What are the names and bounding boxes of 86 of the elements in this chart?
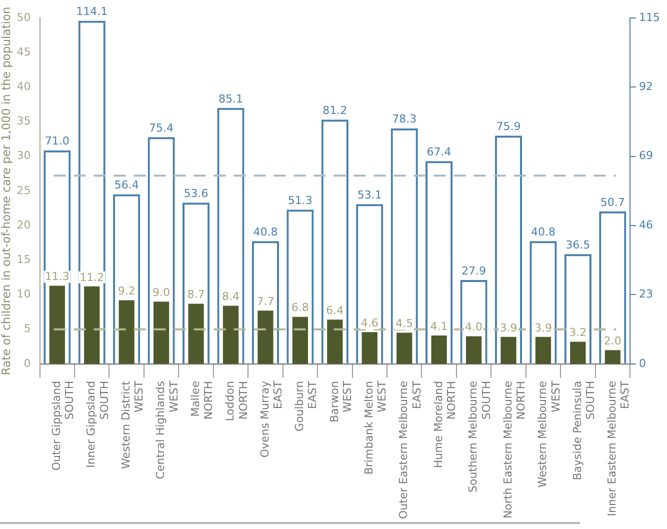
data-label: 4.6 — [360, 316, 378, 330]
data-label: 7.7 — [256, 294, 274, 308]
data-label: 4.0 — [465, 320, 483, 334]
y-tick-label: 10 — [16, 288, 31, 301]
bar — [431, 336, 447, 364]
data-label: 36.5 — [566, 238, 590, 252]
y2-tick-label: 0 — [639, 356, 646, 370]
y2-tick-label: 23 — [639, 288, 654, 301]
x-tick-label: Western Melbourne WEST — [536, 380, 562, 488]
x-tick-label: Inner Eastern Melbourne EAST — [606, 380, 632, 516]
y2-tick-label: 115 — [639, 10, 660, 24]
y-tick-label: 50 — [16, 10, 31, 24]
data-label: 11.2 — [80, 270, 104, 284]
x-tick-label: Bayside Peninsula SOUTH — [570, 380, 597, 480]
y2-tick-label: 46 — [639, 218, 654, 232]
bar — [258, 310, 274, 364]
y-tick-label: 15 — [16, 252, 31, 266]
x-tick-label: Mallee NORTH — [188, 380, 216, 420]
data-label: 2.0 — [604, 334, 622, 348]
data-label: 50.7 — [600, 196, 625, 209]
data-label: 6.8 — [291, 301, 309, 314]
bar — [188, 304, 204, 364]
data-label: 53.6 — [184, 187, 208, 200]
bar — [84, 286, 100, 364]
y2-tick-label: 69 — [639, 149, 654, 162]
x-tick-label: Barwon WEST — [328, 380, 354, 422]
bar — [292, 316, 308, 364]
data-label: 75.4 — [149, 121, 174, 134]
y-tick-label: 20 — [16, 218, 31, 232]
data-label: 9.2 — [118, 284, 136, 298]
x-tick-label: Hume Moreland NORTH — [432, 380, 458, 468]
data-label: 81.2 — [322, 104, 348, 118]
bar — [362, 332, 378, 364]
data-label: 67.4 — [426, 146, 452, 159]
bar — [396, 332, 412, 364]
y-axis-title: Rate of children in out-of-home care per 1,000 in the population — [0, 6, 13, 376]
data-label: 4.1 — [430, 320, 448, 333]
bar — [604, 350, 620, 364]
x-tick-label: Loddon NORTH — [224, 380, 250, 422]
data-label: 75.9 — [496, 120, 521, 133]
bar — [222, 306, 239, 364]
y-tick-label: 25 — [16, 184, 31, 197]
data-label: 114.1 — [76, 5, 108, 18]
bar — [118, 300, 134, 364]
data-label: 3.2 — [569, 326, 587, 340]
data-label: 53.1 — [357, 188, 382, 202]
bar — [49, 286, 65, 364]
x-tick-label: Central Highlands WEST — [154, 380, 180, 480]
x-tick-label: North Eastern Melbourne NORTH — [501, 380, 528, 519]
data-label: 8.7 — [187, 288, 205, 302]
data-label: 40.8 — [530, 226, 556, 239]
x-tick-label: Goulburn EAST — [293, 380, 320, 432]
bar — [327, 320, 343, 364]
x-tick-label: Inner Gippsland SOUTH — [84, 380, 111, 468]
y-tick-label: 0 — [24, 356, 31, 370]
data-label: 56.4 — [114, 178, 139, 192]
y-tick-label: 40 — [16, 80, 31, 94]
bar — [500, 336, 516, 364]
bar — [466, 336, 482, 364]
data-label: 9.0 — [152, 286, 170, 299]
data-label: 8.4 — [222, 290, 240, 304]
data-label: 4.5 — [396, 317, 414, 330]
bar — [154, 302, 170, 364]
bar — [535, 336, 552, 364]
x-tick-label: Southern Melbourne SOUTH — [466, 380, 493, 493]
data-label: 11.3 — [44, 270, 70, 284]
x-tick-label: Brimbank Melton WEST — [362, 380, 389, 475]
y2-tick-label: 92 — [639, 80, 654, 94]
data-label: 3.9 — [500, 321, 518, 334]
data-label: 85.1 — [218, 92, 243, 106]
data-label: 51.3 — [288, 194, 312, 207]
data-label: 6.4 — [326, 304, 344, 317]
x-tick-label: Western District WEST — [119, 380, 146, 470]
data-label: 78.3 — [392, 112, 417, 126]
y-tick-label: 35 — [16, 114, 31, 128]
data-label: 40.8 — [253, 226, 278, 239]
bar — [570, 342, 586, 364]
y-tick-label: 45 — [16, 45, 31, 58]
y-tick-label: 30 — [16, 149, 31, 162]
data-label: 71.0 — [44, 134, 70, 148]
y-tick-label: 5 — [24, 322, 31, 336]
x-tick-label: Outer Eastern Melbourne EAST — [397, 380, 424, 520]
x-tick-label: Outer Gippsland SOUTH — [50, 380, 76, 471]
data-label: 27.9 — [462, 264, 486, 278]
data-label: 3.9 — [534, 321, 552, 334]
x-tick-label: Ovens Murray EAST — [258, 380, 285, 458]
